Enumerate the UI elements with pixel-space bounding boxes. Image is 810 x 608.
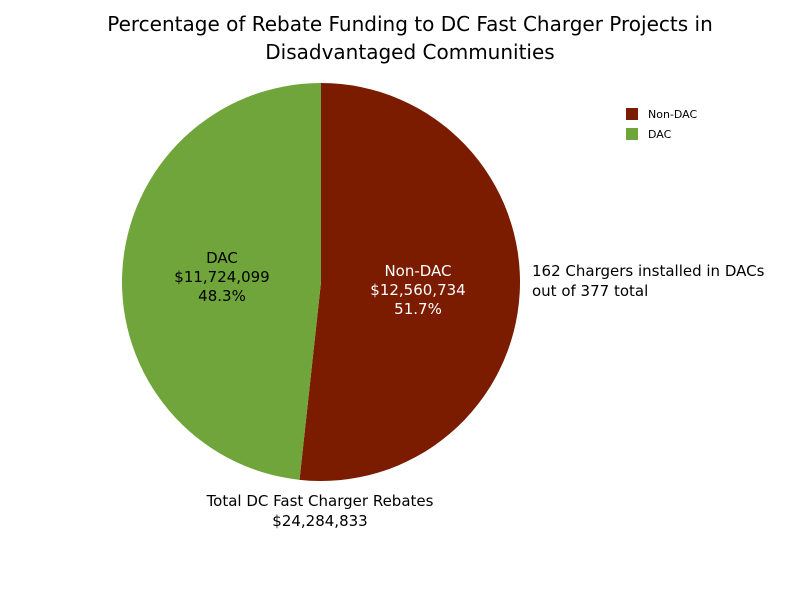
legend-item-dac: DAC <box>626 124 697 144</box>
data-label-non-dac-name: Non-DAC <box>384 262 452 280</box>
legend-swatch-dac <box>626 128 638 140</box>
data-label-non-dac: Non-DAC $12,560,734 51.7% <box>348 262 488 319</box>
data-label-non-dac-percent: 51.7% <box>394 300 442 318</box>
data-label-dac: DAC $11,724,099 48.3% <box>152 249 292 306</box>
total-annotation: Total DC Fast Charger Rebates $24,284,83… <box>200 491 440 531</box>
data-label-dac-amount: $11,724,099 <box>174 268 270 286</box>
chargers-annotation-line2: out of 377 total <box>532 282 649 300</box>
total-annotation-line1: Total DC Fast Charger Rebates <box>206 492 434 510</box>
legend-label-dac: DAC <box>648 127 672 141</box>
chart-title: Percentage of Rebate Funding to DC Fast … <box>0 10 810 66</box>
total-annotation-line2: $24,284,833 <box>272 512 368 530</box>
data-label-non-dac-amount: $12,560,734 <box>370 281 466 299</box>
pie-slice-dac <box>122 83 322 480</box>
pie-slice-non-dac <box>299 83 521 482</box>
legend: Non-DAC DAC <box>626 104 697 144</box>
data-label-dac-percent: 48.3% <box>198 287 246 305</box>
legend-item-non-dac: Non-DAC <box>626 104 697 124</box>
data-label-dac-name: DAC <box>206 249 238 267</box>
chart-title-line2: Disadvantaged Communities <box>265 40 555 64</box>
chart-title-line1: Percentage of Rebate Funding to DC Fast … <box>107 12 713 36</box>
legend-swatch-non-dac <box>626 108 638 120</box>
legend-label-non-dac: Non-DAC <box>648 107 698 121</box>
chargers-annotation: 162 Chargers installed in DACs out of 37… <box>532 261 764 301</box>
chargers-annotation-line1: 162 Chargers installed in DACs <box>532 262 765 280</box>
